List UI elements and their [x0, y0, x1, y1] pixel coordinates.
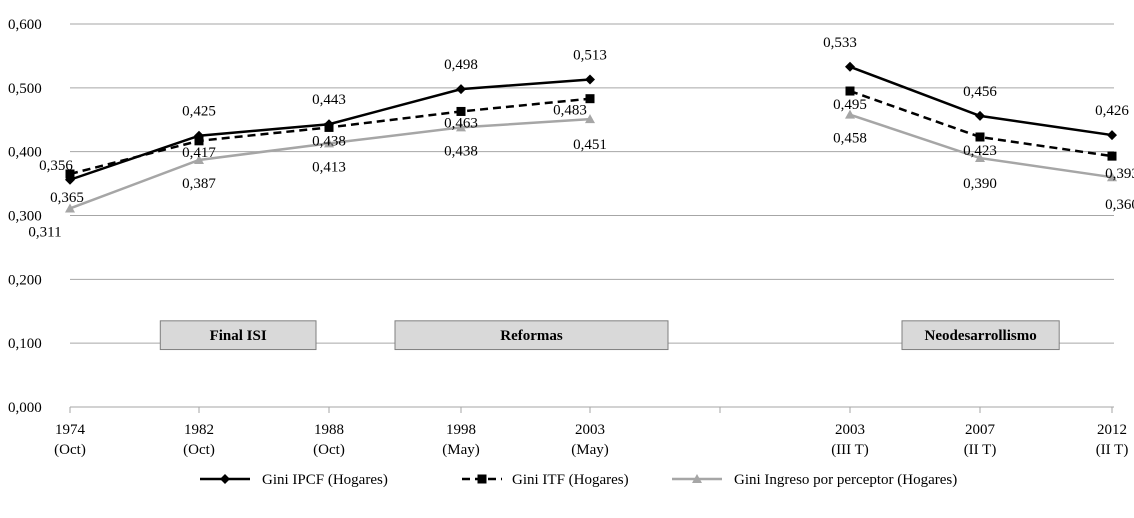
data-point [456, 122, 466, 132]
x-tick-label-year: 1982 [184, 422, 214, 438]
legend-item: Gini IPCF (Hogares) [200, 472, 388, 488]
y-tick-label: 0,200 [8, 272, 42, 288]
x-tick-label-year: 1974 [55, 422, 86, 438]
legend-item: Gini Ingreso por perceptor (Hogares) [672, 472, 957, 488]
data-label: 0,360 [1105, 197, 1134, 213]
period-box-rect [901, 320, 1060, 351]
x-tick-label-year: 2007 [965, 422, 996, 438]
data-point [585, 74, 595, 85]
series-2 [65, 86, 1117, 179]
data-label: 0,438 [444, 143, 478, 159]
data-point [975, 110, 985, 121]
x-tick-label-period: (Oct) [313, 442, 345, 458]
data-label: 0,495 [833, 97, 867, 113]
legend-label: Gini IPCF (Hogares) [262, 472, 388, 488]
period-box-rect [394, 320, 669, 351]
period-box: Final ISI [159, 320, 317, 351]
x-tick-label-period: (II T) [964, 442, 997, 458]
legend-item: Gini ITF (Hogares) [462, 472, 629, 488]
data-point [845, 86, 855, 96]
data-label: 0,417 [182, 145, 216, 161]
data-point [456, 84, 466, 95]
series-3 [65, 109, 1117, 213]
data-label: 0,387 [182, 176, 216, 192]
data-point [585, 114, 595, 124]
data-point [456, 106, 466, 116]
data-label: 0,456 [963, 84, 997, 100]
x-tick-label-year: 1998 [446, 422, 476, 438]
series-line [849, 65, 1113, 137]
data-point [975, 153, 985, 163]
legend-marker [692, 474, 702, 483]
data-label: 0,311 [28, 224, 61, 240]
data-point [324, 138, 334, 148]
series-1 [65, 61, 1117, 185]
period-label: Final ISI [210, 328, 267, 344]
data-label: 0,533 [823, 35, 857, 51]
data-label: 0,413 [312, 159, 346, 175]
x-tick-label-period: (II T) [1096, 442, 1129, 458]
data-point [194, 136, 204, 146]
period-label: Neodesarrollismo [924, 328, 1036, 344]
y-tick-label: 0,600 [8, 17, 42, 33]
data-point [1107, 130, 1117, 141]
legend-label: Gini Ingreso por perceptor (Hogares) [734, 472, 957, 488]
x-tick-label-year: 2003 [575, 422, 605, 438]
period-box-rect [159, 320, 317, 351]
y-tick-label: 0,300 [8, 209, 42, 225]
x-tick-label-period: (Oct) [183, 442, 215, 458]
x-tick-label-year: 2003 [835, 422, 865, 438]
data-point [194, 154, 204, 164]
data-label: 0,483 [553, 103, 587, 119]
data-point [585, 94, 595, 104]
x-tick-label-period: (Oct) [54, 442, 86, 458]
x-tick-label-period: (III T) [831, 442, 869, 458]
data-label: 0,356 [39, 158, 73, 174]
y-tick-label: 0,500 [8, 81, 42, 97]
y-tick-label: 0,000 [8, 400, 42, 416]
data-point [845, 61, 855, 72]
data-label: 0,498 [444, 57, 478, 73]
data-point [845, 109, 855, 119]
data-label: 0,463 [444, 115, 478, 131]
data-label: 0,426 [1095, 103, 1129, 119]
x-tick-label-period: (May) [442, 442, 480, 458]
data-label: 0,513 [573, 48, 607, 64]
data-label: 0,365 [50, 190, 84, 206]
legend-marker [220, 474, 230, 484]
data-point [1107, 151, 1117, 161]
data-label: 0,451 [573, 137, 607, 153]
data-label: 0,423 [963, 143, 997, 159]
data-label: 0,458 [833, 131, 867, 147]
x-tick-label-period: (May) [571, 442, 609, 458]
data-point [65, 169, 75, 179]
x-tick-label-year: 1988 [314, 422, 344, 438]
period-box: Neodesarrollismo [901, 320, 1060, 351]
y-tick-label: 0,400 [8, 145, 42, 161]
data-point [975, 132, 985, 142]
x-tick-label-year: 2012 [1097, 422, 1127, 438]
data-point [324, 122, 334, 132]
y-tick-label: 0,100 [8, 336, 42, 352]
data-label: 0,443 [312, 92, 346, 108]
data-label: 0,393 [1105, 166, 1134, 182]
period-label: Reformas [500, 328, 563, 344]
period-box: Reformas [394, 320, 669, 351]
data-point [65, 203, 75, 213]
data-label: 0,438 [312, 133, 346, 149]
legend-label: Gini ITF (Hogares) [512, 472, 629, 488]
legend-marker [477, 474, 487, 484]
data-label: 0,425 [182, 104, 216, 120]
data-label: 0,390 [963, 176, 997, 192]
data-point [1107, 172, 1117, 182]
